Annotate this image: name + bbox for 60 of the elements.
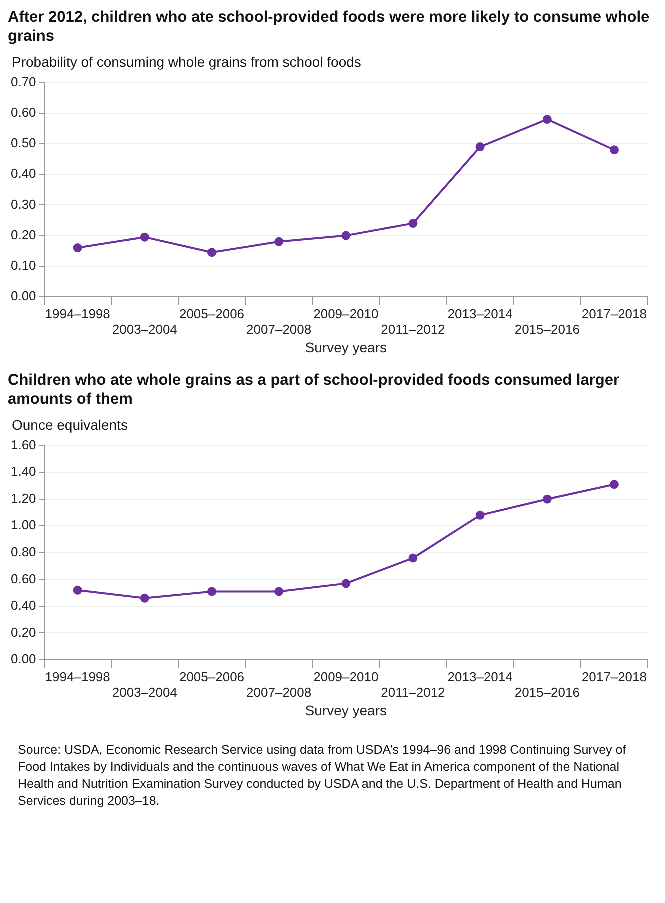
y-tick-label: 0.70 [10,74,36,90]
y-tick-label: 1.60 [10,437,36,452]
x-tick-label: 2017–2018 [582,669,647,684]
x-tick-label: 2003–2004 [112,322,178,337]
x-tick-label: 2015–2016 [514,684,580,700]
y-tick-label: 1.40 [10,464,36,480]
x-tick-label: 2005–2006 [179,306,245,322]
source-note: Source: USDA, Economic Research Service using data from USDA’s 1994–96 and 1998 Continuing Survey of Food Intakes by Individuals and the continuous waves of What We Eat in America component of the National Health and Nutrition Examination Survey conducted by USDA and the U.S. Department of Health and Human Services during 2003–18. [18,742,628,810]
y-tick-label: 1.20 [10,490,36,506]
point [342,231,351,240]
point [274,587,284,596]
x-tick-label: 2007–2008 [246,684,312,700]
point [408,554,418,563]
y-tick-label: 0.30 [10,196,36,212]
point [207,248,216,258]
y-tick-label: 0.60 [10,571,36,586]
point [610,480,619,490]
y-tick-label: 0.40 [10,598,36,614]
point [542,115,552,124]
x-tick-label: 1994–1998 [45,306,110,322]
y-tick-label: 0.20 [10,227,36,242]
y-tick-label: 0.10 [10,258,36,273]
y-axis-title: Probability of consuming whole grains from school foods [12,54,362,70]
x-axis-title: Survey years [305,339,387,356]
x-tick-label: 2005–2006 [179,669,245,684]
y-tick-label: 1.00 [10,518,36,533]
x-tick-label: 2013–2014 [448,306,513,322]
x-axis-title: Survey years [305,702,387,718]
x-tick-label: 2009–2010 [314,669,379,684]
x-tick-label: 2003–2004 [112,684,178,700]
point [408,219,418,228]
point [140,232,150,242]
x-tick-label: 2009–2010 [314,306,379,322]
y-tick-label: 0.50 [10,136,36,151]
x-tick-label: 2011–2012 [381,684,446,700]
x-tick-label: 2017–2018 [582,306,647,322]
point [342,579,351,588]
x-tick-label: 2015–2016 [514,322,580,337]
point [542,494,552,504]
chart-title: Children who ate whole grains as a part of school-provided foods consumed larger amounts of them [8,371,620,409]
y-tick-label: 0.00 [10,288,36,304]
point [274,237,284,246]
y-tick-label: 0.80 [10,544,36,560]
point [73,244,82,253]
y-tick-label: 0.20 [10,624,36,640]
point [140,594,150,603]
point [207,587,216,596]
y-tick-label: 0.40 [10,166,36,182]
point [476,142,485,152]
chart-title: After 2012, children who ate school-provided foods were more likely to consume whole grains [8,8,651,46]
x-tick-label: 2007–2008 [246,322,312,337]
y-tick-label: 0.00 [10,652,36,667]
x-tick-label: 2011–2012 [381,322,446,337]
point [610,146,619,155]
y-tick-label: 0.60 [10,104,36,120]
point [476,510,485,520]
y-axis-title: Ounce equivalents [12,417,129,433]
x-tick-label: 2013–2014 [448,669,513,684]
x-tick-label: 1994–1998 [45,669,110,684]
point [73,586,82,595]
